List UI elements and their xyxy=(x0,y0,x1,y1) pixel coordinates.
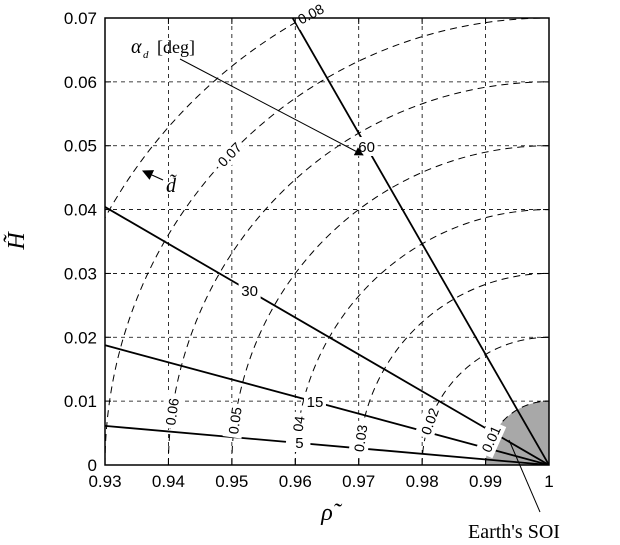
alpha-arrow xyxy=(179,58,364,156)
contour-label-bg xyxy=(159,393,184,430)
y-tick-label: 0.03 xyxy=(64,264,97,283)
y-tick-label: 0.02 xyxy=(64,328,97,347)
y-tick-labels: 0 0.01 0.02 0.03 0.04 0.05 0.06 0.07 xyxy=(64,9,97,475)
angle-ray-label: 30 xyxy=(241,283,258,300)
angle-ray-label: 5 xyxy=(295,435,303,452)
y-tick-label: 0.01 xyxy=(64,392,97,411)
distance-contour-label: 0.05 xyxy=(225,406,245,435)
alpha-annotation: α d [deg] xyxy=(131,36,364,156)
distance-contour-label-group: 0.06 xyxy=(159,393,184,430)
x-axis-label: ρ̃ xyxy=(320,500,343,526)
d-arrow xyxy=(142,170,164,181)
y-tick-label: 0.06 xyxy=(64,73,97,92)
grid-lines xyxy=(105,18,549,465)
angle-ray-label: 15 xyxy=(307,394,324,411)
x-tick-label: 0.95 xyxy=(215,472,248,491)
angle-ray xyxy=(291,18,549,465)
ray-label-bg xyxy=(288,433,311,453)
ray-label-bg xyxy=(238,280,261,300)
x-tick-label: 0.96 xyxy=(279,472,312,491)
distance-contour-label-group: 0.05 xyxy=(222,402,247,439)
x-tick-label: 0.99 xyxy=(469,472,502,491)
contour-label-bg xyxy=(291,0,331,30)
distance-contour-label: 0.06 xyxy=(162,397,182,426)
x-tick-label: 0.97 xyxy=(342,472,375,491)
contour-label-bg xyxy=(210,135,248,173)
plot-background xyxy=(105,18,549,465)
distance-contour xyxy=(105,18,305,219)
contour-label-bg xyxy=(475,419,507,459)
x-tick-label: 0.94 xyxy=(152,472,185,491)
soi-pointer xyxy=(508,439,541,513)
x-tick-label: 0.93 xyxy=(88,472,121,491)
x-tick-labels: 0.93 0.94 0.95 0.96 0.97 0.98 0.99 1 xyxy=(88,472,553,491)
angle-ray xyxy=(105,205,549,465)
distance-contour-label: 0.03 xyxy=(351,423,371,452)
axis-ticks xyxy=(104,17,550,466)
y-tick-label: 0.07 xyxy=(64,9,97,28)
contour-label-bg xyxy=(348,420,372,457)
alpha-symbol: α xyxy=(131,36,142,58)
plot-frame xyxy=(104,17,550,466)
soi-annotation: Earth's SOI xyxy=(468,439,560,543)
soi-region xyxy=(485,401,549,465)
y-axis-label: H̃ xyxy=(3,231,30,251)
ray-label-bg xyxy=(303,391,326,411)
distance-contour-label-group: 0.03 xyxy=(348,420,372,457)
distance-contour xyxy=(421,336,549,465)
contour-label-bg xyxy=(414,401,445,441)
d-arrow-label: d̃ xyxy=(166,173,177,197)
soi-label: Earth's SOI xyxy=(468,521,560,543)
y-tick-label: 0 xyxy=(88,456,97,475)
alpha-subscript: d xyxy=(143,49,149,61)
d-direction-annotation: d̃ xyxy=(142,170,177,197)
y-tick-label: 0.05 xyxy=(64,137,97,156)
angle-ray xyxy=(105,424,549,465)
alpha-unit: [deg] xyxy=(157,37,195,57)
x-tick-label: 1 xyxy=(544,472,553,491)
y-tick-label: 0.04 xyxy=(64,201,97,220)
contour-label-bg xyxy=(222,402,247,439)
x-tick-label: 0.98 xyxy=(406,472,439,491)
